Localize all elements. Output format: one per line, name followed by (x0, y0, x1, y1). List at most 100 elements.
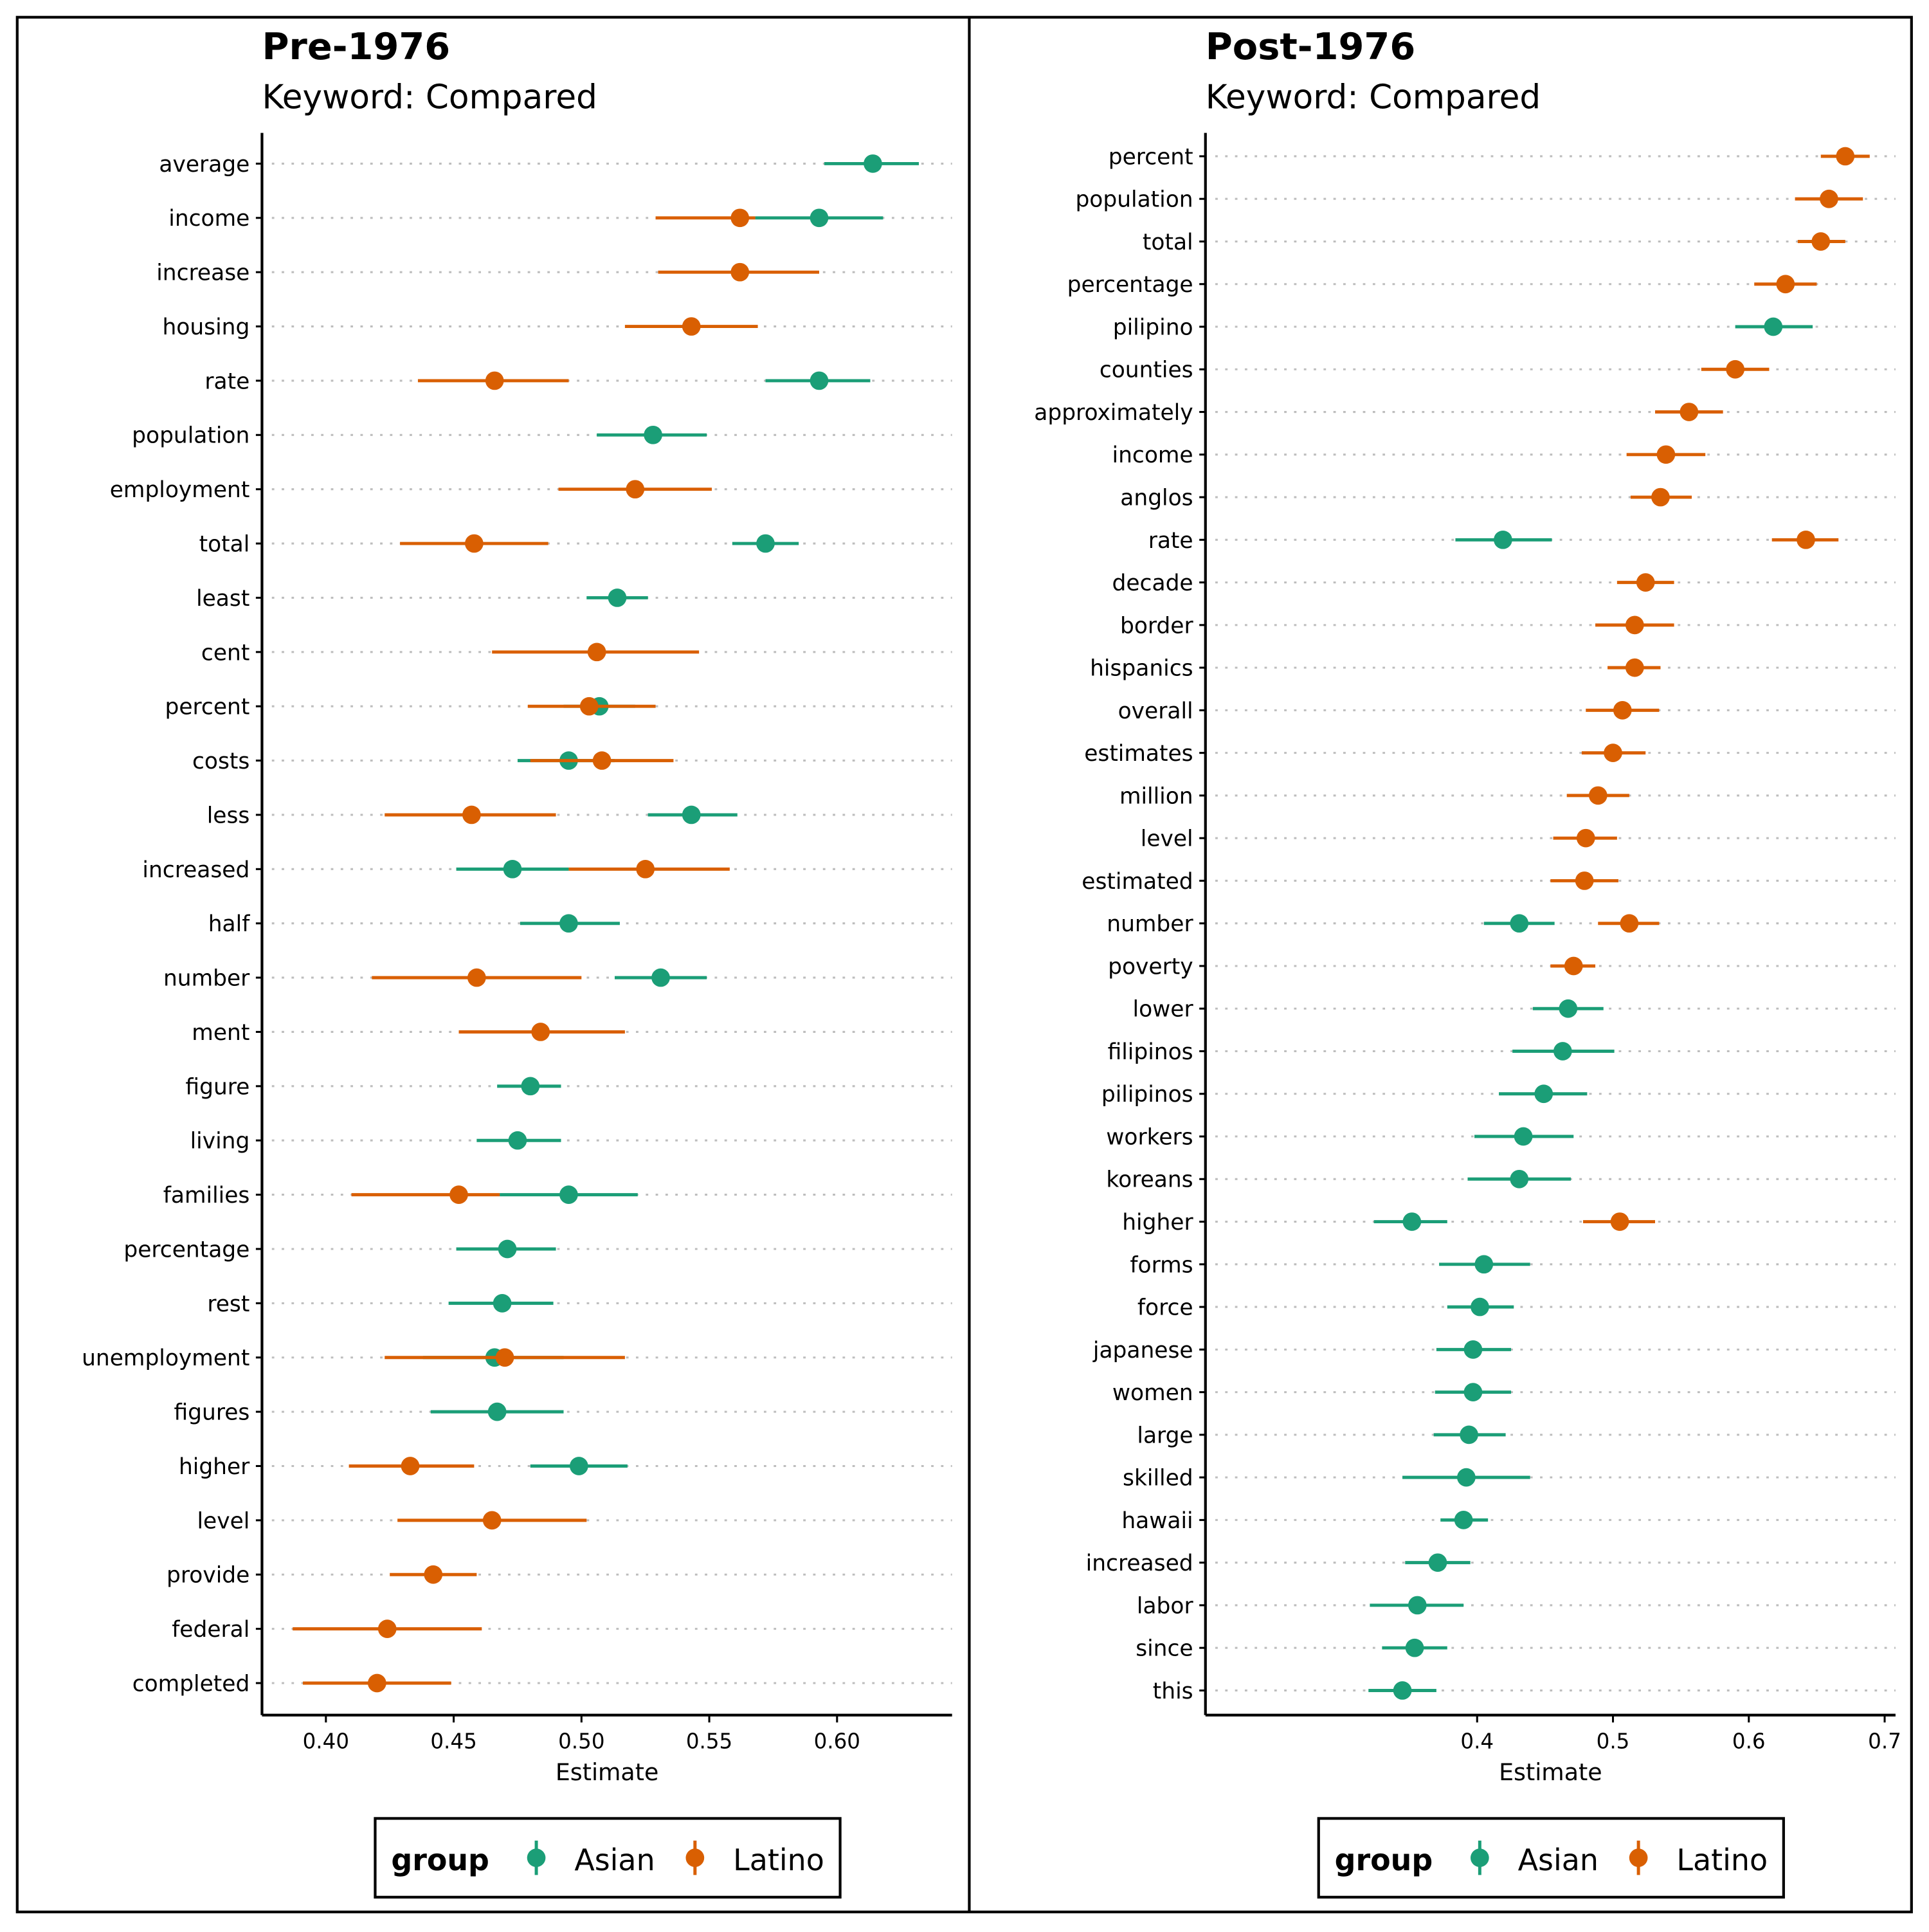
y-tick-label: half (208, 911, 250, 937)
point-latino-estimated (1575, 871, 1594, 890)
point-asian-increased (503, 859, 522, 879)
y-tick-label: ment (192, 1020, 249, 1046)
point-latino-total (1811, 232, 1831, 251)
point-asian-rate (810, 371, 829, 390)
x-tick-label: 0.6 (1732, 1729, 1766, 1753)
series-asian (1368, 317, 1813, 1700)
y-tick-label: total (199, 532, 250, 558)
point-asian-hawaii (1454, 1511, 1473, 1529)
point-latino-anglos (1651, 488, 1670, 507)
point-latino-percent (1836, 147, 1855, 166)
point-latino-hispanics (1625, 658, 1644, 677)
legend: group Asian Latino (1317, 1817, 1785, 1899)
y-tick-label: housing (162, 314, 249, 340)
point-asian-least (608, 588, 627, 607)
x-tick-label: 0.5 (1597, 1729, 1630, 1753)
y-tick-label: decade (1112, 570, 1193, 596)
y-tick-label: increased (142, 857, 249, 883)
point-asian-figure (521, 1077, 540, 1096)
point-latino-housing (682, 317, 701, 336)
y-tick-label: estimated (1082, 869, 1193, 895)
y-tick-label: poverty (1108, 954, 1193, 980)
y-tick-label: families (163, 1183, 250, 1208)
y-tick-label: force (1137, 1295, 1193, 1321)
y-tick-label: percent (165, 695, 249, 720)
point-latino-cent (587, 642, 606, 662)
y-tick-label: filipinos (1108, 1039, 1193, 1065)
point-asian-living (508, 1131, 527, 1150)
point-latino-less (462, 805, 481, 825)
y-tick-label: unemployment (82, 1345, 249, 1371)
y-tick-label: this (1153, 1679, 1193, 1704)
point-asian-japanese (1463, 1340, 1483, 1359)
y-tick-label: estimates (1084, 741, 1193, 767)
y-tick-label: japanese (1092, 1338, 1193, 1363)
y-tick-label: forms (1130, 1252, 1193, 1278)
x-tick-label: 0.7 (1868, 1729, 1901, 1753)
y-tick-label: higher (179, 1454, 250, 1480)
point-latino-total (465, 534, 484, 553)
point-asian-labor (1408, 1596, 1427, 1615)
y-tick-label: number (163, 966, 250, 992)
legend-key-latino-dot (685, 1848, 705, 1867)
y-tick-label: overall (1118, 698, 1193, 724)
y-tick-label: average (159, 152, 249, 178)
legend-box (1317, 1817, 1785, 1899)
point-asian-number (651, 968, 670, 987)
x-tick-label: 0.55 (686, 1729, 732, 1753)
point-asian-income (810, 208, 829, 228)
y-tick-label: approximately (1034, 400, 1193, 426)
legend-key-asian-dot (1470, 1848, 1489, 1867)
point-asian-higher (569, 1457, 588, 1475)
panel-title: Pre-1976 (262, 25, 450, 68)
point-latino-decade (1636, 573, 1655, 592)
y-tick-label: workers (1106, 1124, 1193, 1150)
panel-title: Post-1976 (1206, 25, 1416, 68)
point-asian-women (1463, 1383, 1483, 1401)
y-tick-label: population (1075, 187, 1193, 213)
legend-label-asian: Asian (574, 1843, 655, 1877)
point-latino-poverty (1564, 956, 1583, 976)
x-tick-label: 0.50 (558, 1729, 604, 1753)
point-asian-rate (1494, 530, 1512, 549)
point-latino-increased (636, 859, 655, 879)
point-latino-unemployment (495, 1348, 514, 1367)
point-latino-costs (592, 751, 611, 770)
legend-label-asian: Asian (1518, 1843, 1598, 1877)
point-latino-overall (1613, 701, 1632, 720)
point-latino-rate (1797, 530, 1815, 549)
point-asian-increased (1428, 1553, 1447, 1572)
legend-label-latino: Latino (1676, 1843, 1768, 1877)
y-tick-label: income (1112, 442, 1193, 468)
y-tick-label: level (1141, 826, 1193, 852)
y-tick-label: rest (207, 1291, 249, 1317)
point-latino-counties (1726, 360, 1744, 379)
x-axis-label: Estimate (1499, 1758, 1602, 1786)
y-tick-label: less (207, 803, 250, 828)
point-asian-less (682, 805, 701, 825)
point-latino-higher (401, 1457, 420, 1475)
y-tick-label: number (1107, 911, 1193, 937)
y-tick-label: percentage (123, 1237, 249, 1262)
figure-border (15, 15, 1913, 1913)
x-axis-label: Estimate (556, 1758, 658, 1786)
y-tick-label: federal (172, 1617, 249, 1643)
series-latino (1550, 147, 1870, 1231)
point-asian-half (559, 914, 578, 933)
point-asian-large (1460, 1425, 1478, 1444)
point-asian-pilipinos (1534, 1084, 1553, 1104)
x-tick-label: 0.60 (814, 1729, 860, 1753)
point-latino-increase (730, 262, 750, 282)
y-tick-label: koreans (1106, 1167, 1193, 1193)
y-tick-label: pilipinos (1101, 1082, 1193, 1107)
point-asian-filipinos (1553, 1042, 1572, 1061)
point-asian-lower (1559, 999, 1578, 1018)
point-asian-workers (1514, 1127, 1533, 1146)
point-asian-figures (487, 1402, 507, 1421)
y-tick-label: women (1112, 1380, 1193, 1406)
point-asian-koreans (1510, 1169, 1529, 1189)
y-tick-label: since (1136, 1636, 1193, 1662)
point-asian-pilipino (1764, 317, 1783, 336)
panel-post-1976: Post-1976 Keyword: Compared percent populat… (1034, 25, 1901, 1899)
